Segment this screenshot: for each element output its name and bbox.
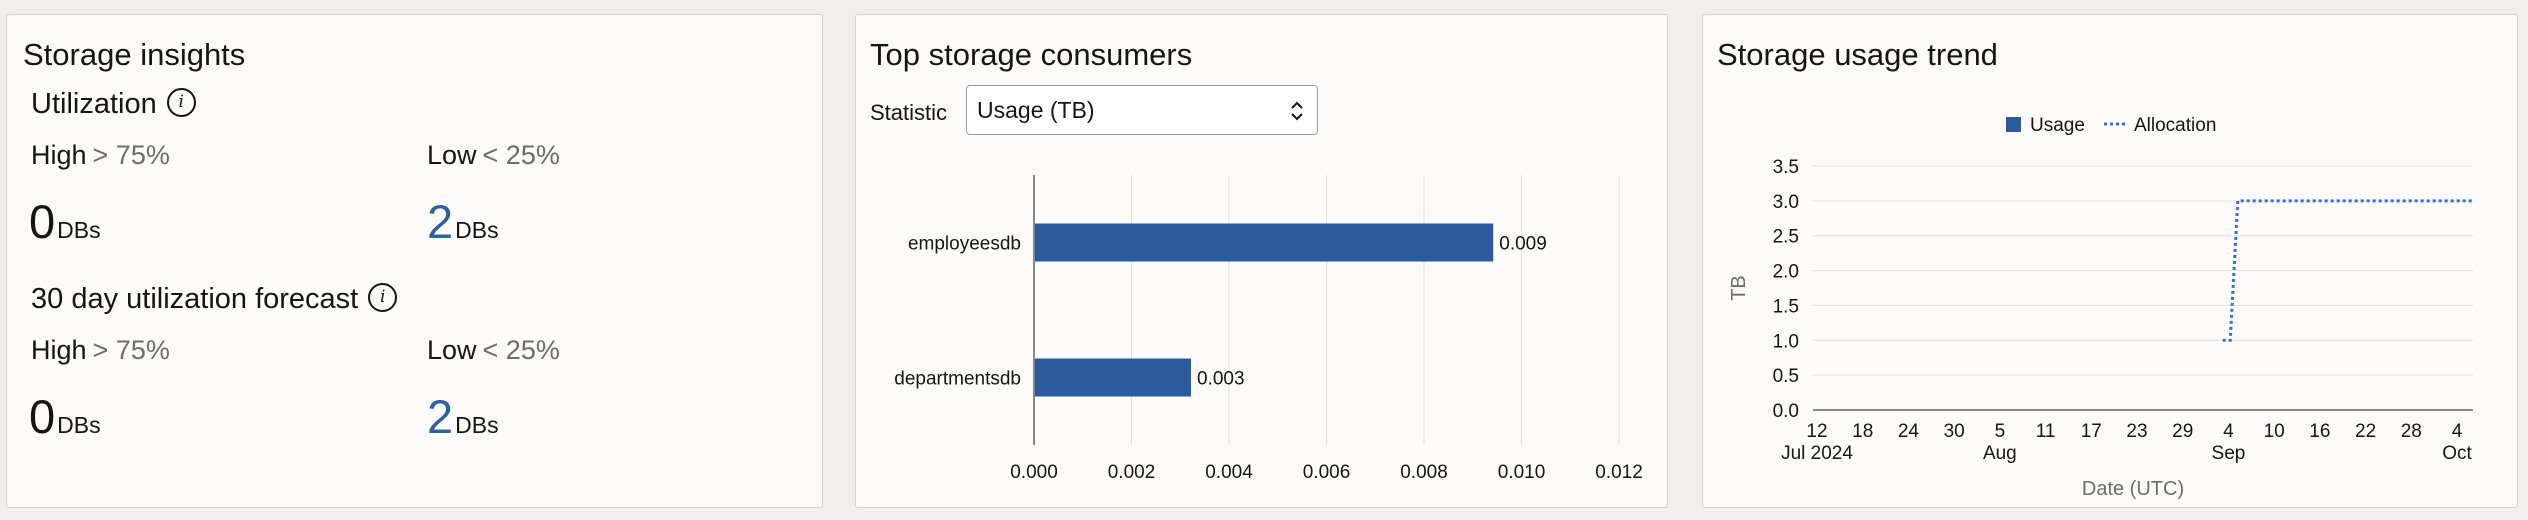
x-tick-label: 17 [2081,421,2102,442]
statistic-label: Statistic [870,100,948,125]
x-tick-label: 29 [2172,421,2193,442]
storage-trend-chart: Usage Allocation 3.5 3.0 2.5 2.0 1.5 1.0 0.5 0.0 T… [1728,115,2473,500]
x-tick-label: 30 [1944,421,1965,442]
x-tick-label: 5 [1995,421,2006,442]
x-tick-label: 0.004 [1205,462,1253,483]
x-tick-label: 12 [1806,421,1827,442]
info-icon[interactable]: i [166,87,196,117]
y-tick-label: 1.5 [1773,296,1799,317]
y-tick-label: 2.0 [1773,262,1799,283]
x-tick-label: 0.008 [1400,462,1448,483]
y-tick-label: 2.5 [1773,227,1799,248]
panel-title: Storage insights [23,37,246,72]
x-month-label: Oct [2442,443,2472,464]
bar [1035,223,1494,262]
utilization-high-threshold: High > 75% [31,140,170,170]
utilization-low-count[interactable]: 2DBs [427,195,499,248]
top-consumers-chart: 0.000 0.002 0.004 0.006 0.008 0.010 0.012 emplo… [894,175,1643,483]
utilization-low-threshold: Low < 25% [427,140,560,170]
legend-label: Usage [2030,115,2085,136]
forecast-high-count[interactable]: 0DBs [29,390,101,443]
x-tick-label: 0.002 [1108,462,1156,483]
bar-value-label: 0.009 [1499,234,1547,255]
y-tick-label: 1.0 [1773,331,1799,352]
x-axis-label: Date (UTC) [2082,478,2184,500]
x-month-label: Jul 2024 [1781,443,1853,464]
panel-title: Top storage consumers [870,37,1193,72]
x-tick-label: 24 [1898,421,1920,442]
x-tick-label: 22 [2355,421,2376,442]
storage-usage-trend-panel: Storage usage trend Usage Allocation 3.5 3.… [1702,14,2518,508]
x-tick-label: 0.000 [1010,462,1058,483]
legend-swatch-usage [2006,117,2021,132]
x-tick-label: 4 [2452,421,2463,442]
x-tick-label: 0.010 [1498,462,1546,483]
x-tick-label: 16 [2309,421,2330,442]
bar [1035,358,1191,397]
utilization-high-count[interactable]: 0DBs [29,195,101,248]
legend-label: Allocation [2134,115,2216,136]
statistic-select[interactable]: Usage (TB) [966,85,1318,135]
x-tick-label: 28 [2401,421,2422,442]
x-tick-label: 0.006 [1303,462,1351,483]
x-tick-label: 4 [2223,421,2234,442]
x-tick-label: 0.012 [1595,462,1643,483]
storage-insights-panel: Storage insights Utilization i High > 75% … [6,14,823,508]
x-tick-label: 23 [2126,421,2147,442]
statistic-select-value: Usage (TB) [977,97,1095,123]
panel-title: Storage usage trend [1717,37,1998,72]
info-icon[interactable]: i [368,282,398,312]
x-tick-label: 18 [1852,421,1873,442]
forecast-low-threshold: Low < 25% [427,335,560,365]
y-axis-label: TB [1728,275,1750,301]
x-month-label: Sep [2212,443,2246,464]
forecast-low-count[interactable]: 2DBs [427,390,499,443]
y-tick-label: 3.5 [1773,157,1799,178]
x-month-label: Aug [1983,443,2017,464]
y-tick-label: 0.5 [1773,366,1799,387]
utilization-heading: Utilization i [31,87,196,121]
y-tick-label: 0.0 [1773,401,1799,422]
category-label: employeesdb [908,234,1021,255]
bar-value-label: 0.003 [1197,369,1245,390]
top-storage-consumers-panel: Top storage consumers Statistic Usage (T… [855,14,1668,508]
y-tick-label: 3.0 [1773,192,1799,213]
category-label: departmentsdb [894,369,1021,390]
forecast-heading: 30 day utilization forecast i [31,282,398,316]
series-line-allocation [2222,199,2473,342]
forecast-high-threshold: High > 75% [31,335,170,365]
x-tick-label: 11 [2036,421,2056,442]
x-tick-label: 10 [2264,421,2285,442]
